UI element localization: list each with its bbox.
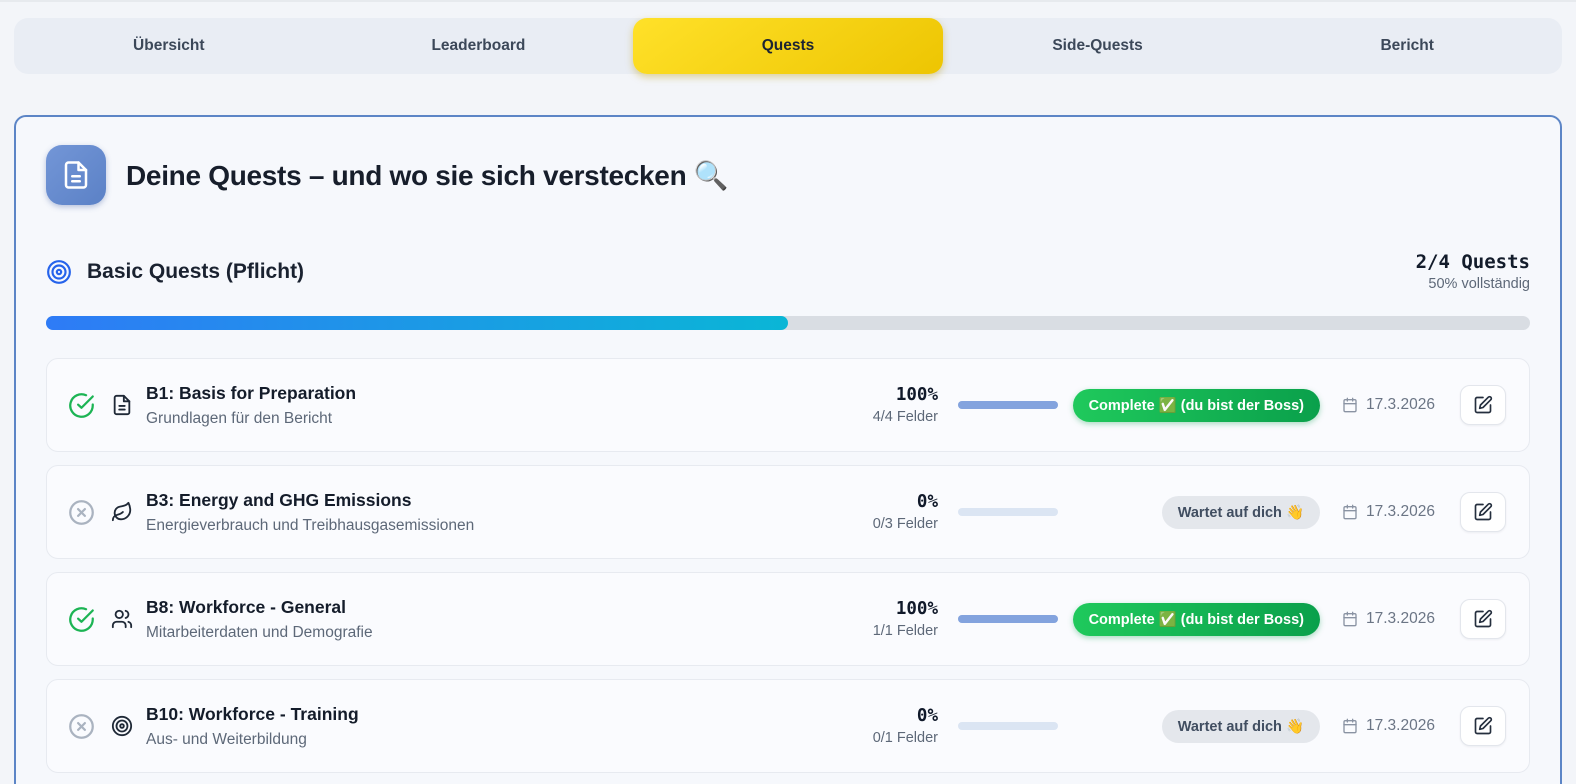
target-icon [111,715,133,737]
x-circle-icon [68,499,95,526]
quests-card: Deine Quests – und wo sie sich verstecke… [14,115,1562,784]
percent-value: 100% [895,599,938,619]
edit-button[interactable] [1460,706,1506,746]
quest-title: B10: Workforce - Training [146,703,359,724]
section-title: Basic Quests (Pflicht) [87,259,305,283]
users-icon [111,608,133,630]
target-icon [46,259,72,285]
tab-side-quests[interactable]: Side-Quests [1052,37,1143,54]
calendar-icon [1342,397,1358,413]
quest-subtitle: Aus- und Weiterbildung [146,730,307,748]
tab-bericht[interactable]: Bericht [1380,37,1434,54]
quest-row: B8: Workforce - General Mitarbeiterdaten… [46,572,1530,666]
section-progress-fill [46,316,788,330]
edit-icon [1473,395,1493,415]
fields-count: 0/1 Felder [872,730,938,746]
tab-leaderboard[interactable]: Leaderboard [431,37,526,54]
quest-count: 2/4 Quests [1415,251,1530,273]
quest-progress-bar [958,401,1058,409]
quest-progress-bar [958,615,1058,623]
section-header: Basic Quests (Pflicht) 2/4 Quests 50% vo… [46,251,1530,292]
quest-date: 17.3.2026 [1366,610,1435,627]
quest-progress-fill [958,401,1058,409]
edit-icon [1473,502,1493,522]
tab-uebersicht[interactable]: Übersicht [133,37,205,54]
status-badge: Wartet auf dich 👋 [1161,495,1320,529]
quest-progress-bar [958,722,1058,730]
quest-list: B1: Basis for Preparation Grundlagen für… [46,358,1530,773]
quest-row: B10: Workforce - Training Aus- und Weite… [46,679,1530,773]
calendar-icon [1342,504,1358,520]
edit-button[interactable] [1460,385,1506,425]
quest-subtitle: Mitarbeiterdaten und Demografie [146,623,373,641]
edit-icon [1473,716,1493,736]
quest-title: B1: Basis for Preparation [146,382,357,403]
check-circle-icon [68,606,95,633]
status-badge: Complete ✅ (du bist der Boss) [1072,388,1320,422]
percent-value: 0% [916,492,938,512]
edit-button[interactable] [1460,492,1506,532]
quest-date: 17.3.2026 [1366,396,1435,413]
check-circle-icon [68,392,95,419]
document-icon [46,145,106,205]
quest-date: 17.3.2026 [1366,503,1435,520]
document-icon [111,394,133,416]
fields-count: 1/1 Felder [872,623,938,639]
page-title: Deine Quests – und wo sie sich verstecke… [126,159,729,191]
edit-icon [1473,609,1493,629]
quest-date: 17.3.2026 [1366,717,1435,734]
quest-title: B8: Workforce - General [146,596,347,617]
fields-count: 0/3 Felder [872,516,938,532]
section-progress-bar [46,316,1530,330]
quest-progress-fill [958,615,1058,623]
percent-value: 100% [895,385,938,405]
calendar-icon [1342,611,1358,627]
quest-row: B1: Basis for Preparation Grundlagen für… [46,358,1530,452]
percent-complete-label: 50% vollständig [1428,276,1530,292]
fields-count: 4/4 Felder [872,409,938,425]
quest-subtitle: Grundlagen für den Bericht [146,409,333,427]
quest-row: B3: Energy and GHG Emissions Energieverb… [46,465,1530,559]
tab-quests[interactable]: Quests [633,18,943,74]
calendar-icon [1342,718,1358,734]
status-badge: Wartet auf dich 👋 [1161,709,1320,743]
edit-button[interactable] [1460,599,1506,639]
quest-title: B3: Energy and GHG Emissions [146,489,412,510]
status-badge: Complete ✅ (du bist der Boss) [1072,602,1320,636]
tab-bar: Übersicht Leaderboard Quests Side-Quests Ber… [14,18,1562,74]
quest-progress-bar [958,508,1058,516]
percent-value: 0% [916,706,938,726]
quest-subtitle: Energieverbrauch und Treibhausgasemissio… [146,516,475,534]
card-header: Deine Quests – und wo sie sich verstecke… [46,145,1530,205]
leaf-icon [111,501,133,523]
x-circle-icon [68,713,95,740]
